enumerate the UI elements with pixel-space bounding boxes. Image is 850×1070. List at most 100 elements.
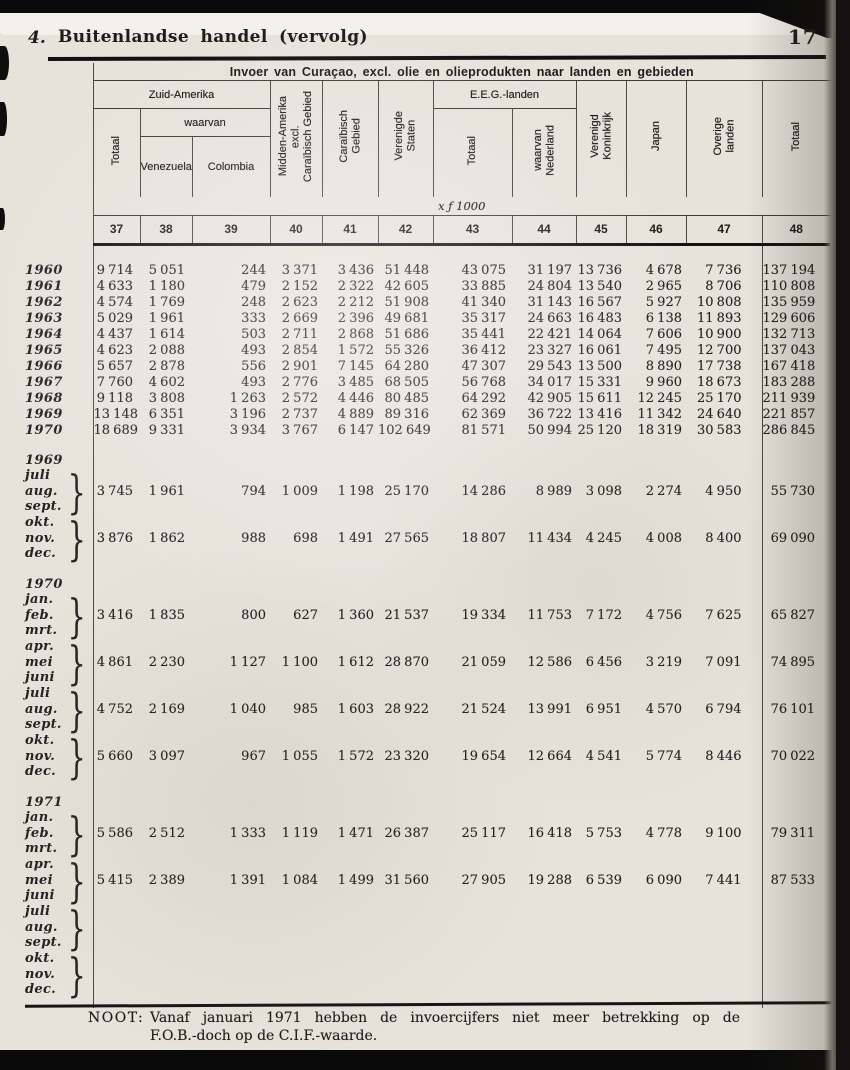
column-number-row: 37 38 39 40 41 42 43 44 45 46 47 48 (23, 215, 831, 246)
month-labels: juli aug. sept. (25, 686, 93, 733)
value-cell-col47: 8 706 (705, 278, 742, 294)
value-cell-col37: 9 714 (96, 262, 133, 278)
value-cell-col37 (93, 794, 140, 810)
value-cell-col40 (270, 576, 322, 592)
value-cell-col44: 22 421 (527, 326, 573, 342)
value-cell-col44: 31 197 (527, 262, 573, 278)
value-cell-col40: 3 371 (281, 262, 318, 278)
value-cell-col37: 5 660 (96, 749, 133, 764)
row-label-cell (23, 998, 94, 1008)
value-cell-col40: 2 152 (281, 278, 318, 294)
value-cell-col47 (686, 904, 762, 951)
value-cell-col44: 29 543 (527, 358, 573, 374)
value-cell-col41: 6 147 (337, 422, 374, 438)
title-row: Invoer van Curaçao, excl. olie en oliepr… (23, 63, 831, 244)
value-cell-col39: 988 (241, 531, 266, 546)
col-group-eeg-landen: E.E.G.-landen (432, 80, 576, 109)
month-labels: okt. nov. dec. (25, 515, 93, 562)
month-label: sept. (25, 935, 62, 951)
month-labels: juli aug. sept. (25, 904, 93, 951)
value-cell-col38 (140, 452, 192, 468)
value-cell-col37: 5 029 (96, 310, 133, 326)
value-cell-col45 (576, 904, 626, 951)
value-cell-col38 (140, 951, 192, 998)
value-cell-col45 (576, 438, 626, 452)
value-cell-col41: 2 212 (337, 294, 374, 310)
value-cell-col44 (512, 438, 576, 452)
row-label-cell: jan. feb. mrt.} (23, 592, 94, 639)
unit-label: x ƒ 1000 (438, 198, 486, 213)
col-header-overige-landen: Overige landen (685, 80, 762, 197)
value-cell-col44 (512, 904, 576, 951)
value-cell-col40: 2 623 (281, 294, 318, 310)
value-cell-col48 (761, 244, 831, 262)
value-cell-col45 (576, 452, 626, 468)
value-cell-col41: 1 198 (337, 484, 374, 499)
value-cell-col37: 18 689 (93, 422, 139, 438)
value-cell-col48: 87 533 (761, 857, 831, 904)
year-row: 1968 9 118 3 808 1 263 2 572 4 446 80 485 64 29… (23, 390, 831, 406)
value-cell-col46: 7 495 (645, 342, 682, 358)
value-cell-col48: 70 022 (761, 733, 831, 780)
value-cell-col44: 34 017 (527, 374, 573, 390)
value-cell-col44: 12 664 (527, 749, 573, 764)
value-cell-col38: 2 088 (148, 342, 185, 358)
value-cell-col41: 1 471 (337, 826, 374, 841)
value-cell-col48: 110 808 (761, 278, 831, 294)
month-group-brace: } (67, 853, 86, 908)
row-label-cell (23, 244, 94, 262)
row-label-cell: okt. nov. dec.} (23, 733, 94, 780)
value-cell-col37 (93, 438, 140, 452)
value-cell-col38 (140, 780, 192, 794)
value-cell-col38: 2 512 (148, 826, 185, 841)
value-cell-col46 (626, 562, 686, 576)
col-number: 40 (269, 215, 322, 246)
month-group-row: okt. nov. dec.} 5 660 3 097 967 1 055 1 572 23 3… (23, 733, 831, 780)
value-cell-col43 (433, 780, 512, 794)
month-group-row: jan. feb. mrt.} 3 416 1 835 800 627 1 360 21 537… (23, 592, 831, 639)
value-cell-col45: 3 098 (585, 484, 622, 499)
value-cell-col37: 3 876 (96, 531, 133, 546)
value-cell-col44 (512, 452, 576, 468)
row-label-cell: 1964 (23, 326, 94, 342)
value-cell-col37: 5 586 (96, 826, 133, 841)
scan-edge-right (836, 0, 850, 1070)
month-label: dec. (25, 546, 57, 562)
value-cell-col37 (93, 576, 140, 592)
value-cell-col48 (761, 951, 831, 998)
value-cell-col41: 1 499 (337, 873, 374, 888)
value-cell-col43: 25 117 (461, 826, 507, 841)
value-cell-col40: 2 776 (281, 374, 318, 390)
col-header-waarvan-nederland: waarvan Nederland (511, 108, 576, 197)
row-label-cell: 1969 (23, 406, 94, 422)
value-cell-col40: 1 055 (281, 749, 318, 764)
value-cell-col41: 1 572 (337, 342, 374, 358)
value-cell-col43: 43 075 (461, 262, 507, 278)
value-cell-col47: 6 794 (705, 702, 742, 717)
value-cell-col45: 15 331 (577, 374, 623, 390)
col-number: 47 (685, 215, 762, 246)
row-label-cell: 1962 (23, 294, 94, 310)
value-cell-col44: 12 586 (527, 655, 573, 670)
month-labels: jan. feb. mrt. (25, 810, 93, 857)
spacer-row (23, 438, 831, 452)
row-label-cell: okt. nov. dec.} (23, 951, 94, 998)
row-label-cell: 1967 (23, 374, 94, 390)
page-number: 17 (788, 25, 818, 49)
value-cell-col44 (512, 576, 576, 592)
value-cell-col38: 9 331 (148, 422, 185, 438)
value-cell-col43: 64 292 (461, 390, 507, 406)
value-cell-col43: 21 059 (461, 655, 507, 670)
value-cell-col43 (433, 562, 512, 576)
col-number: 42 (377, 215, 433, 246)
row-label-cell: apr. mei juni} (23, 639, 94, 686)
value-cell-col40: 2 901 (281, 358, 318, 374)
month-labels: okt. nov. dec. (25, 733, 93, 780)
value-cell-col39: 479 (241, 278, 266, 294)
value-cell-col47: 8 446 (705, 749, 742, 764)
value-cell-col41: 7 145 (337, 358, 374, 374)
value-cell-col46 (626, 438, 686, 452)
value-cell-col37: 9 118 (96, 390, 133, 406)
month-label: juni (25, 888, 55, 904)
value-cell-col42 (378, 904, 433, 951)
